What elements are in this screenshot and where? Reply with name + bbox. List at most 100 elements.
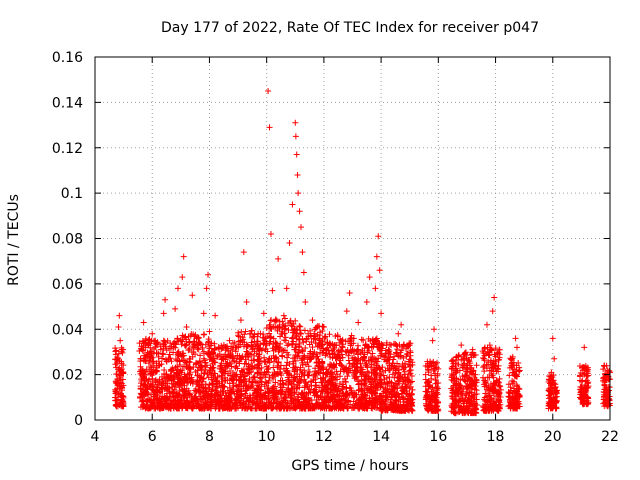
cluster-3-point [195,386,202,393]
cluster-3-point [179,405,186,412]
cluster-3-point [182,334,189,341]
cluster-3-point [201,405,208,412]
cluster-0-point [113,356,120,363]
cluster-2-point [159,373,166,380]
cluster-4-point [228,343,235,350]
cluster-3-point [193,359,200,366]
cluster-3-point [191,333,198,340]
cluster-2-point [171,386,178,393]
y-axis-label: ROTI / TECUs [6,194,22,286]
cluster-3-point [200,355,207,362]
cluster-4-point [215,405,222,412]
cluster-0-point [118,358,125,365]
cluster-5-point [251,373,258,380]
cluster-3-point [187,332,194,339]
cluster-1-point [146,336,153,343]
cluster-5-point [257,375,264,382]
cluster-4-point [206,356,213,363]
cluster-2-point [157,405,164,412]
cluster-3-point [181,342,188,349]
cluster-3-point [193,380,200,387]
cluster-3-point [188,398,195,405]
cluster-3-point [196,403,203,410]
cluster-3-point [192,331,199,338]
cluster-3-point [202,381,209,388]
chart-title: Day 177 of 2022, Rate Of TEC Index for r… [161,20,539,36]
cluster-1-point [145,405,152,412]
cluster-3-point [183,385,190,392]
cluster-1-point [143,401,150,408]
cluster-3-point [183,402,190,409]
cluster-2-point [172,344,179,351]
cluster-3-point [188,376,195,383]
cluster-4-point [208,396,215,403]
data-points [112,88,613,417]
cluster-4-point [208,340,215,347]
y-tick-label-5: 0.1 [61,186,83,202]
cluster-4-point [228,363,235,370]
cluster-3-point [181,373,188,380]
cluster-4-point [228,389,235,396]
cluster-4-point [208,348,215,355]
cluster-4-point [220,342,227,349]
cluster-4-point [214,398,221,405]
cluster-2-point [162,378,169,385]
x-axis-label: GPS time / hours [291,458,408,474]
cluster-3-point [183,363,190,370]
cluster-3-point [191,340,198,347]
cluster-2-point [176,374,183,381]
y-tick-label-1: 0.02 [52,368,83,384]
cluster-5-point [250,399,257,406]
cluster-2-point [158,380,165,387]
cluster-1-point [137,358,144,365]
cluster-4-point [229,340,236,347]
cluster-3-point [178,386,185,393]
cluster-3-point [200,375,207,382]
cluster-4-point [226,389,233,396]
cluster-4-point [221,370,228,377]
cluster-3-point [181,333,188,340]
cluster-2-point [154,367,161,374]
cluster-4-point [222,362,229,369]
cluster-4-point [211,340,218,347]
cluster-3-point [197,352,204,359]
cluster-4-point [220,398,227,405]
cluster-4-point [206,386,213,393]
cluster-4-point [209,360,216,367]
cluster-3-point [198,341,205,348]
cluster-4-point [221,383,228,390]
cluster-3-point [185,379,192,386]
cluster-4-point [229,376,236,383]
cluster-2-point [154,404,161,411]
cluster-2-point [160,345,167,352]
cluster-2-point [153,383,160,390]
cluster-5-point [237,355,244,362]
cluster-1-point [139,348,146,355]
cluster-2-point [168,377,175,384]
cluster-3-point [192,369,199,376]
cluster-5-point [254,338,261,345]
cluster-0-point [113,347,120,354]
cluster-1-point [140,367,147,374]
cluster-3-point [197,389,204,396]
cluster-2-point [172,383,179,390]
cluster-2-point [174,357,181,364]
cluster-4-point [208,376,215,383]
y-tick-label-2: 0.04 [52,322,83,338]
cluster-4-point [230,404,237,411]
cluster-2-point [173,400,180,407]
cluster-3-point [186,365,193,372]
cluster-0-point [119,376,126,383]
cluster-4-point [229,346,236,353]
cluster-4-point [219,375,226,382]
cluster-2-point [174,392,181,399]
cluster-4-point [230,382,237,389]
cluster-3-point [182,391,189,398]
cluster-2-point [172,364,179,371]
cluster-0-point [114,360,121,367]
cluster-4-point [226,384,233,391]
cluster-1-point [145,360,152,367]
cluster-4-point [232,364,239,371]
cluster-3-point [200,384,207,391]
cluster-2-point [163,384,170,391]
